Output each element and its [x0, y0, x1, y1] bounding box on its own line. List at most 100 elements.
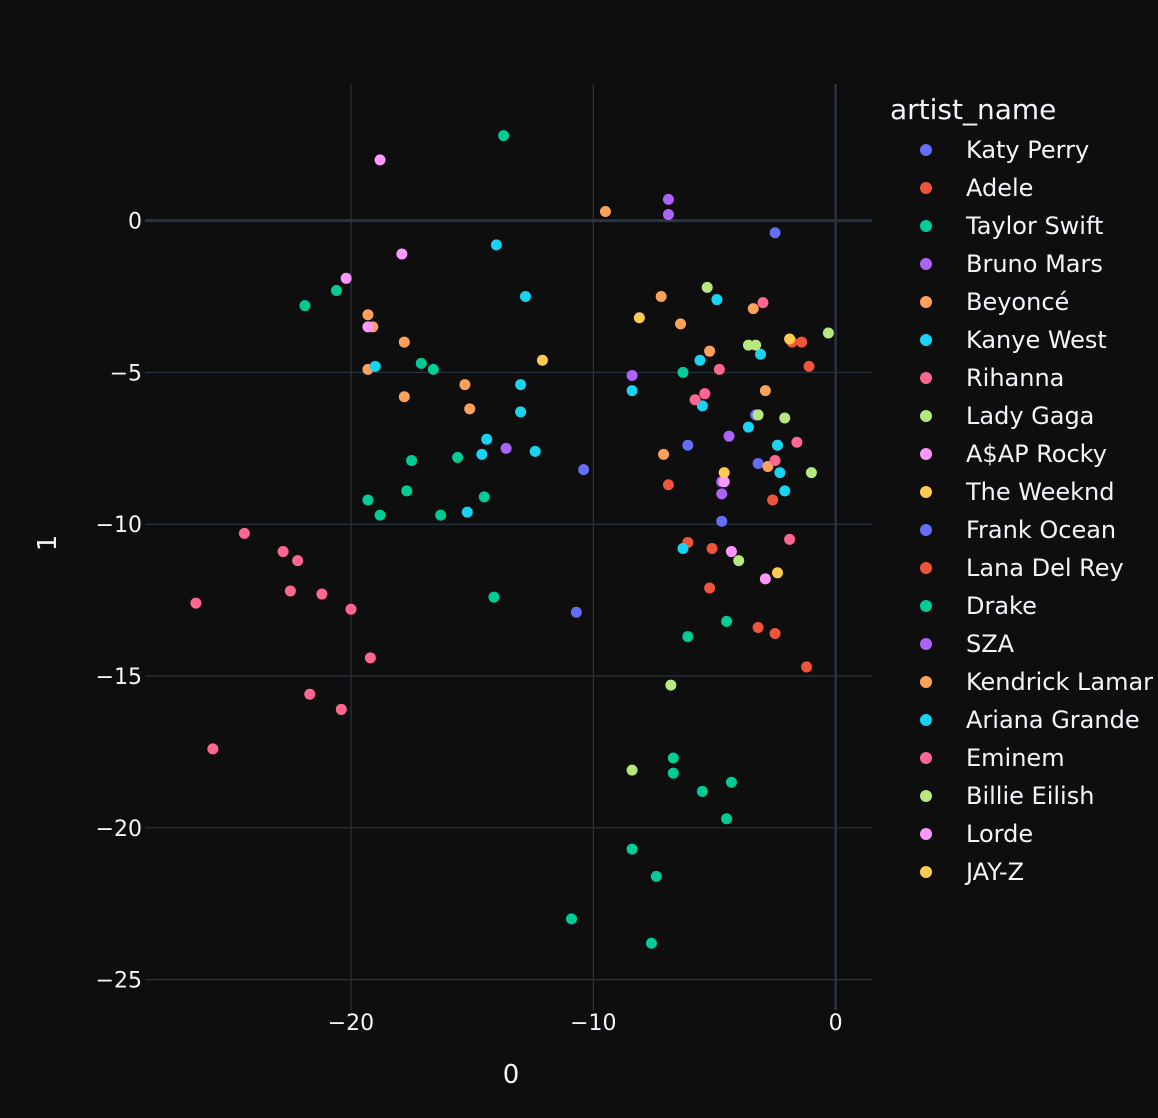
point-taylor-swift	[427, 363, 439, 375]
point-adele	[752, 621, 764, 633]
point-beyonc-	[747, 303, 759, 315]
point-taylor-swift	[478, 491, 490, 503]
y-tick-label: −5	[110, 361, 142, 386]
legend-marker-billie-eilish[interactable]	[920, 790, 932, 802]
point-rihanna	[784, 533, 796, 545]
legend-label-kanye-west[interactable]: Kanye West	[966, 326, 1107, 354]
point-rihanna	[284, 585, 296, 597]
y-tick-labels: 0 −5 −10 −15 −20 −25	[96, 210, 142, 994]
legend-marker-jay-z[interactable]	[920, 866, 932, 878]
x-axis-title: 0	[503, 1060, 520, 1090]
legend-marker-frank-ocean[interactable]	[920, 524, 932, 536]
legend-label-bruno-mars[interactable]: Bruno Mars	[966, 250, 1103, 278]
x-tick-label: 0	[829, 1011, 843, 1036]
point-adele	[769, 628, 781, 640]
legend-title: artist_name	[890, 93, 1056, 126]
point-rihanna	[190, 597, 202, 609]
point-beyonc-	[655, 291, 667, 303]
point-katy-perry	[570, 606, 582, 618]
point-kanye-west	[461, 506, 473, 518]
point-rihanna	[292, 555, 304, 567]
y-tick-label: −25	[96, 969, 142, 994]
legend-marker-kendrick-lamar[interactable]	[920, 676, 932, 688]
point-a-ap-rocky	[362, 321, 374, 333]
point-a-ap-rocky	[759, 573, 771, 585]
point-rihanna	[238, 527, 250, 539]
legend-marker-bruno-mars[interactable]	[920, 258, 932, 270]
point-adele	[796, 336, 808, 348]
point-rihanna	[316, 588, 328, 600]
point-bruno-mars	[662, 193, 674, 205]
legend-label-lana-del-rey[interactable]: Lana Del Rey	[966, 554, 1124, 582]
data-points	[190, 130, 834, 949]
legend-marker-ariana-grande[interactable]	[920, 714, 932, 726]
point-drake	[721, 813, 733, 825]
legend-marker-sza[interactable]	[920, 638, 932, 650]
point-beyonc-	[675, 318, 687, 330]
legend-marker-drake[interactable]	[920, 600, 932, 612]
legend-label-a-ap-rocky[interactable]: A$AP Rocky	[966, 440, 1107, 468]
point-rihanna	[769, 454, 781, 466]
point-beyonc-	[398, 391, 410, 403]
legend-label-lorde[interactable]: Lorde	[966, 820, 1033, 848]
point-kanye-west	[774, 467, 786, 479]
point-rihanna	[699, 388, 711, 400]
legend-label-rihanna[interactable]: Rihanna	[966, 364, 1064, 392]
legend-marker-lorde[interactable]	[920, 828, 932, 840]
legend-label-jay-z[interactable]: JAY-Z	[964, 858, 1024, 886]
legend-marker-katy-perry[interactable]	[920, 144, 932, 156]
legend-marker-rihanna[interactable]	[920, 372, 932, 384]
point-taylor-swift	[330, 284, 342, 296]
legend-label-billie-eilish[interactable]: Billie Eilish	[966, 782, 1094, 810]
legend-label-ariana-grande[interactable]: Ariana Grande	[966, 706, 1140, 734]
point-taylor-swift	[498, 130, 510, 142]
point-beyonc-	[599, 206, 611, 218]
legend-label-sza[interactable]: SZA	[966, 630, 1015, 658]
point-drake	[645, 937, 657, 949]
legend-label-frank-ocean[interactable]: Frank Ocean	[966, 516, 1116, 544]
legend-marker-lady-gaga[interactable]	[920, 410, 932, 422]
point-kanye-west	[677, 543, 689, 555]
legend-marker-taylor-swift[interactable]	[920, 220, 932, 232]
legend-label-the-weeknd[interactable]: The Weeknd	[965, 478, 1114, 506]
point-kanye-west	[742, 421, 754, 433]
point-a-ap-rocky	[374, 154, 386, 166]
legend-label-beyonc-[interactable]: Beyoncé	[966, 288, 1069, 316]
point-rihanna	[304, 688, 316, 700]
point-a-ap-rocky	[396, 248, 408, 260]
point-kanye-west	[369, 360, 381, 372]
legend-label-drake[interactable]: Drake	[966, 592, 1037, 620]
point-adele	[803, 360, 815, 372]
legend-label-kendrick-lamar[interactable]: Kendrick Lamar	[966, 668, 1153, 696]
point-drake	[626, 843, 638, 855]
y-tick-label: −10	[96, 513, 142, 538]
legend-label-katy-perry[interactable]: Katy Perry	[966, 136, 1089, 164]
legend-label-taylor-swift[interactable]: Taylor Swift	[965, 212, 1103, 240]
point-bruno-mars	[500, 442, 512, 454]
point-kanye-west	[771, 439, 783, 451]
point-rihanna	[335, 703, 347, 715]
legend-marker-the-weeknd[interactable]	[920, 486, 932, 498]
point-kanye-west	[779, 485, 791, 497]
point-adele	[662, 479, 674, 491]
point-the-weeknd	[633, 312, 645, 324]
legend-marker-a-ap-rocky[interactable]	[920, 448, 932, 460]
point-taylor-swift	[415, 357, 427, 369]
point-katy-perry	[578, 464, 590, 476]
legend-marker-eminem[interactable]	[920, 752, 932, 764]
point-kanye-west	[515, 379, 527, 391]
legend-marker-lana-del-rey[interactable]	[920, 562, 932, 574]
legend-label-adele[interactable]: Adele	[966, 174, 1033, 202]
point-bruno-mars	[626, 369, 638, 381]
point-adele	[801, 661, 813, 673]
legend-label-eminem[interactable]: Eminem	[966, 744, 1065, 772]
legend-marker-kanye-west[interactable]	[920, 334, 932, 346]
point-katy-perry	[682, 439, 694, 451]
legend-marker-beyonc-[interactable]	[920, 296, 932, 308]
point-taylor-swift	[488, 591, 500, 603]
legend-marker-adele[interactable]	[920, 182, 932, 194]
point-beyonc-	[459, 379, 471, 391]
point-kanye-west	[515, 406, 527, 418]
legend-label-lady-gaga[interactable]: Lady Gaga	[966, 402, 1094, 430]
